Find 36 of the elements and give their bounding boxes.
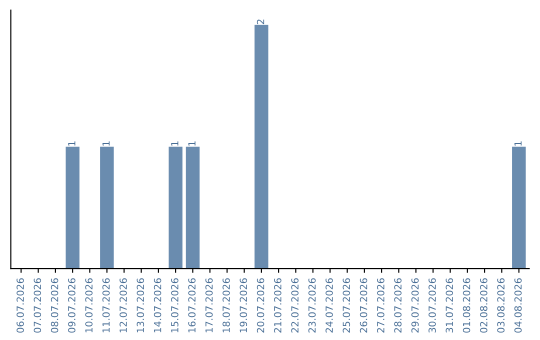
x-tick-label: 21.07.2026 xyxy=(274,278,282,333)
x-tick-label: 08.07.2026 xyxy=(50,278,58,333)
x-tick-label: 03.08.2026 xyxy=(497,278,505,333)
x-tick-label: 19.07.2026 xyxy=(240,278,248,332)
x-tick-label: 11.07.2026 xyxy=(102,278,110,332)
data-label: 1 xyxy=(68,141,76,146)
data-label: 1 xyxy=(102,141,110,146)
x-tick-label: 29.07.2026 xyxy=(411,278,419,333)
x-tick-label: 18.07.2026 xyxy=(222,278,230,332)
x-tick-label: 30.07.2026 xyxy=(428,278,436,333)
x-tick-label: 15.07.2026 xyxy=(171,278,178,332)
x-tick-label: 28.07.2026 xyxy=(394,278,402,333)
x-tick-label: 06.07.2026 xyxy=(16,278,24,333)
x-tick-label: 10.07.2026 xyxy=(85,278,93,332)
data-label: 1 xyxy=(514,141,522,146)
x-tick-label: 25.07.2026 xyxy=(342,278,350,333)
data-label: 2 xyxy=(256,20,264,24)
x-tick-label: 07.07.2026 xyxy=(34,278,42,333)
x-tick-label: 09.07.2026 xyxy=(68,278,76,333)
x-tick-label: 04.08.2026 xyxy=(514,278,522,333)
x-tick-label: 24.07.2026 xyxy=(326,278,333,333)
x-tick-label: 31.07.2026 xyxy=(446,278,454,333)
x-tick-label: 13.07.2026 xyxy=(136,278,144,332)
x-tick-label: 20.07.2026 xyxy=(256,278,264,333)
x-tick-label: 17.07.2026 xyxy=(205,278,213,332)
data-label: 1 xyxy=(188,141,196,146)
x-tick-label: 01.08.2026 xyxy=(462,278,470,333)
x-tick-label: 12.07.2026 xyxy=(120,278,127,332)
x-tick-label: 23.07.2026 xyxy=(308,278,316,333)
data-label: 1 xyxy=(171,141,178,146)
x-tick-label: 02.08.2026 xyxy=(480,278,488,333)
x-tick-label: 27.07.2026 xyxy=(377,278,384,333)
x-tick-label: 26.07.2026 xyxy=(360,278,368,333)
x-tick-label: 14.07.2026 xyxy=(154,278,162,332)
x-tick-label: 16.07.2026 xyxy=(188,278,196,332)
x-tick-label: 22.07.2026 xyxy=(291,278,299,333)
